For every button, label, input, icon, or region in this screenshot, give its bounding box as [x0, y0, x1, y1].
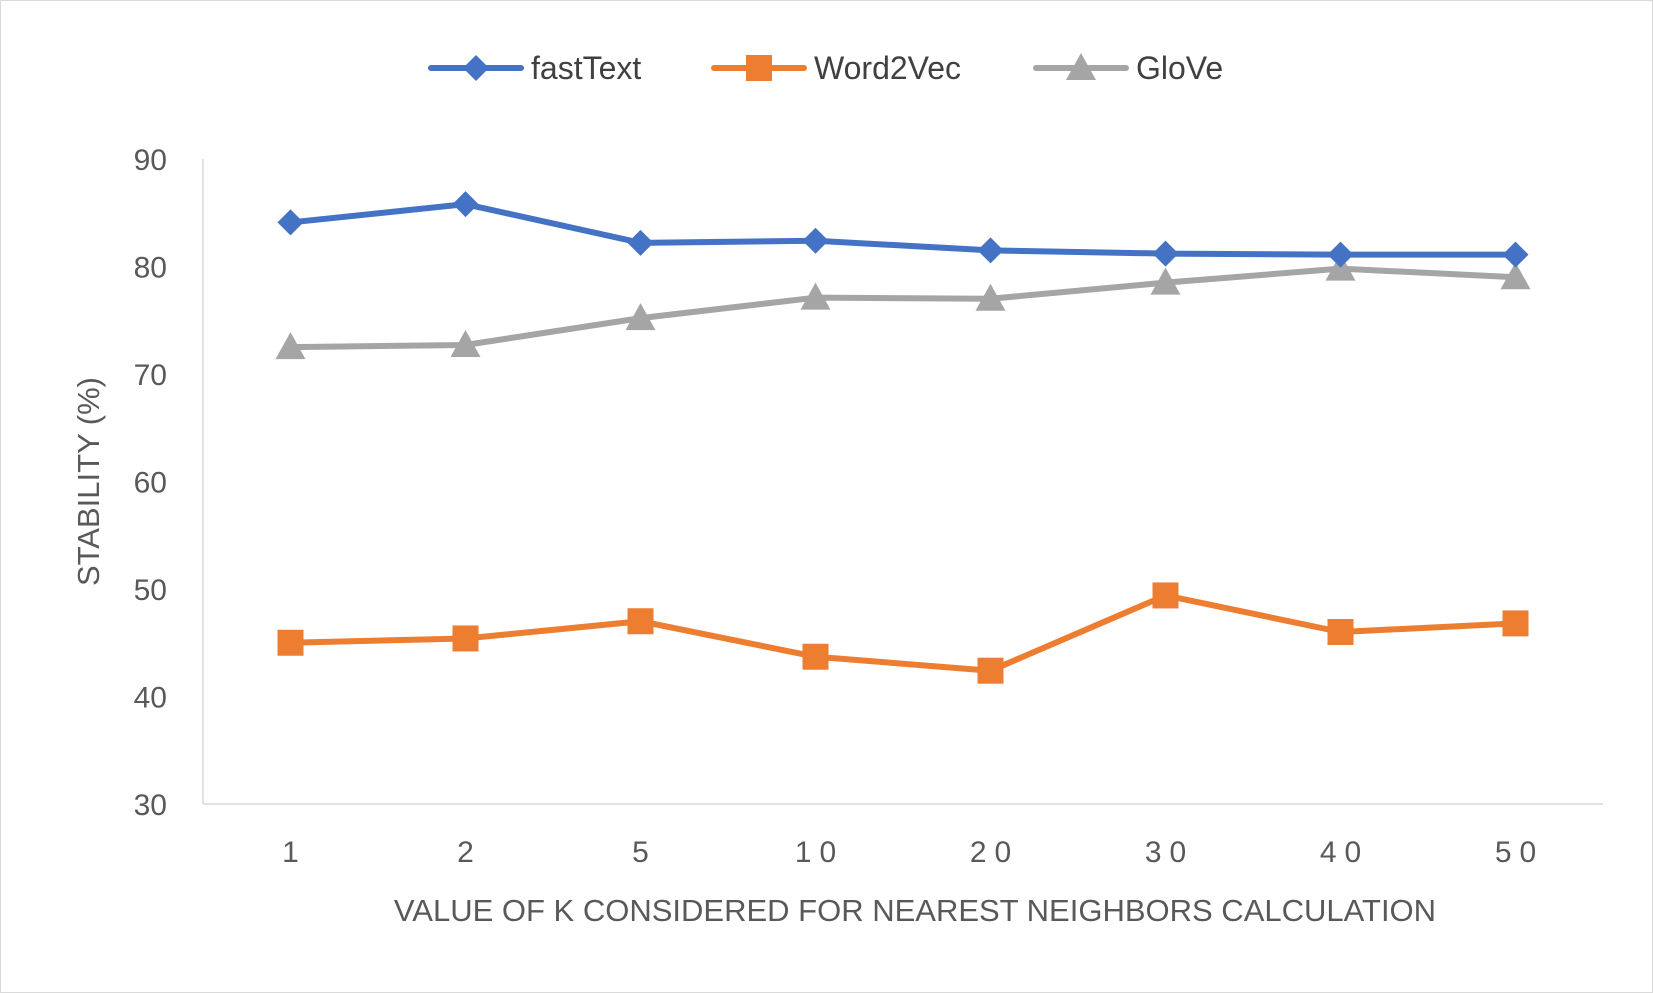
x-tick-label: 30: [1145, 836, 1194, 869]
y-axis-title: STABILITY (%): [71, 377, 106, 586]
y-tick-label: 50: [134, 574, 167, 607]
data-point-word2vec: [1502, 610, 1529, 637]
data-point-word2vec: [277, 629, 304, 656]
y-tick-label: 80: [134, 252, 167, 285]
legend: fastText Word2Vec GloVe: [428, 50, 1223, 86]
data-point-fasttext: [277, 209, 304, 236]
data-point-glove: [1150, 267, 1181, 295]
series-line-word2vec: [287, 592, 1519, 674]
legend-swatch-marker: [463, 55, 489, 81]
x-tick-label: 10: [795, 836, 844, 869]
data-point-word2vec: [1152, 582, 1179, 609]
data-point-glove: [625, 303, 656, 331]
legend-item-glove: GloVe: [1033, 50, 1223, 86]
x-tick-label: 5: [632, 836, 657, 869]
data-point-word2vec: [1327, 619, 1354, 645]
data-point-fasttext: [1502, 241, 1529, 268]
data-point-fasttext: [1152, 240, 1179, 267]
x-axis-title: VALUE OF K CONSIDERED FOR NEAREST NEIGHB…: [394, 893, 1436, 928]
y-tick-label: 60: [134, 467, 167, 500]
data-point-fasttext: [452, 191, 479, 218]
y-tick-label: 40: [134, 682, 167, 715]
data-point-word2vec: [627, 608, 654, 635]
series-line-fasttext: [287, 201, 1519, 258]
data-point-word2vec: [452, 625, 479, 652]
y-tick-label: 30: [134, 789, 167, 822]
x-tick-label: 20: [970, 836, 1019, 869]
x-axis-ticks: 1 2 5 10 20 30 40 50: [282, 836, 1544, 869]
series-line-glove: [287, 265, 1519, 351]
series-layer: [275, 191, 1531, 684]
data-point-word2vec: [802, 643, 829, 670]
data-point-word2vec: [977, 657, 1004, 684]
data-point-glove: [450, 329, 481, 357]
legend-item-word2vec: Word2Vec: [711, 50, 961, 86]
data-point-glove: [800, 282, 831, 310]
data-point-fasttext: [802, 227, 829, 254]
data-point-glove: [975, 283, 1006, 311]
legend-swatch-marker: [746, 55, 772, 81]
y-tick-label: 70: [134, 359, 167, 392]
x-tick-label: 1: [282, 836, 307, 869]
data-point-fasttext: [977, 237, 1004, 264]
series-glove: [275, 253, 1531, 360]
x-tick-label: 2: [457, 836, 482, 869]
data-point-fasttext: [1327, 241, 1354, 268]
series-word2vec: [277, 582, 1529, 684]
series-fasttext: [277, 191, 1529, 268]
x-tick-label: 40: [1320, 836, 1369, 869]
legend-item-fasttext: fastText: [428, 50, 641, 86]
y-axis-ticks: 30 40 50 60 70 80 90: [134, 144, 167, 822]
y-tick-label: 90: [134, 144, 167, 177]
data-point-glove: [275, 332, 306, 360]
x-tick-label: 50: [1495, 836, 1544, 869]
legend-swatch-marker: [1066, 53, 1096, 80]
data-point-fasttext: [627, 229, 654, 256]
data-point-glove: [1500, 262, 1531, 290]
legend-label: Word2Vec: [814, 50, 961, 86]
legend-label: fastText: [531, 50, 641, 86]
legend-label: GloVe: [1136, 50, 1223, 86]
